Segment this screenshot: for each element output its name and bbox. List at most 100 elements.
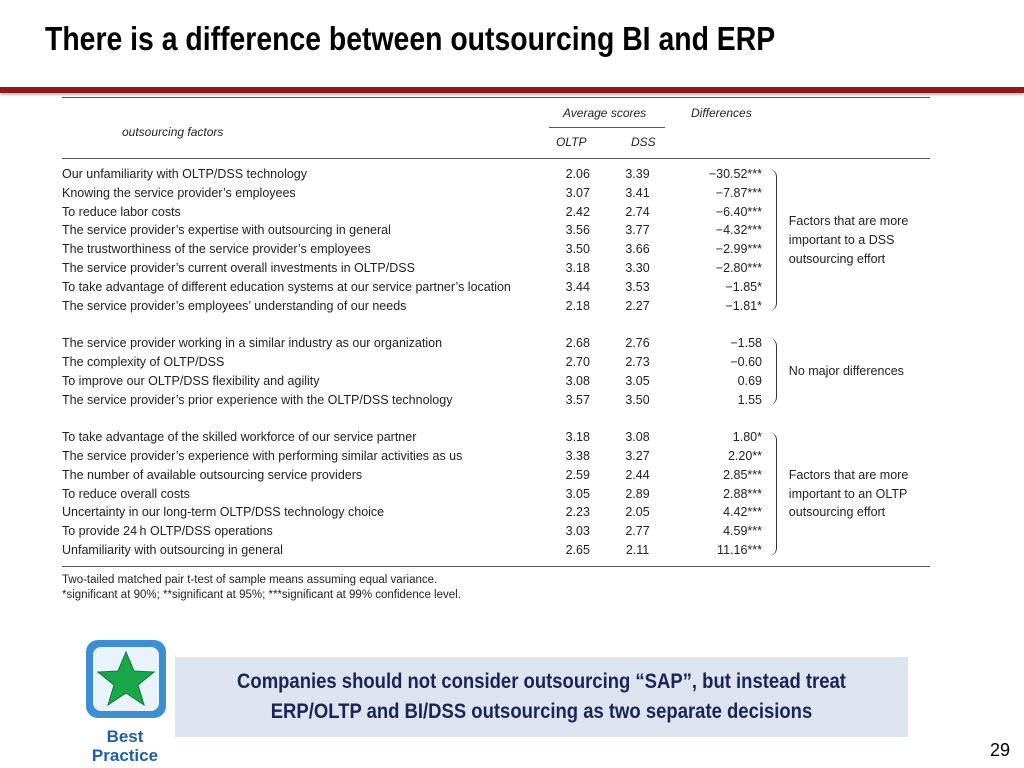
dss-cell: 2.74 [625, 204, 650, 219]
table-row: The service provider’s experience with p… [62, 447, 762, 466]
difference-cell: 1.80* [732, 430, 762, 445]
oltp-cell: 2.23 [565, 505, 590, 520]
oltp-cell: 3.18 [565, 260, 590, 275]
difference-cell: −2.80*** [715, 260, 762, 275]
callout-text: Companies should not consider outsourcin… [237, 670, 846, 723]
table-row: Unfamiliarity with outsourcing in genera… [62, 541, 762, 560]
note: *significant at 90%; **significant at 95… [62, 588, 461, 601]
factor-cell: The number of available outsourcing serv… [62, 467, 363, 482]
group-brace [768, 169, 777, 312]
factor-cell: Knowing the service provider’s employees [62, 185, 296, 200]
title-rule [0, 87, 1024, 93]
dss-cell: 3.27 [625, 448, 650, 463]
oltp-cell: 3.05 [565, 486, 590, 501]
note: Two-tailed matched pair t-test of sample… [62, 573, 438, 586]
oltp-cell: 3.44 [565, 279, 590, 294]
factor-cell: To reduce overall costs [62, 486, 190, 501]
factor-cell: The service provider’s expertise with ou… [62, 223, 391, 238]
dss-cell: 2.11 [625, 542, 650, 557]
group-label: No major differences [788, 364, 904, 379]
difference-cell: −1.81* [725, 298, 763, 313]
factor-cell: Our unfamiliarity with OLTP/DSS technolo… [62, 167, 308, 181]
difference-cell: −30.52*** [708, 167, 762, 181]
factor-cell: To reduce labor costs [62, 204, 181, 219]
difference-cell: 11.16*** [717, 542, 762, 557]
difference-cell: −6.40*** [715, 204, 762, 219]
oltp-cell: 3.38 [565, 448, 590, 463]
difference-cell: 4.42*** [723, 505, 762, 520]
oltp-cell: 3.07 [565, 185, 590, 200]
group-rows: The service provider working in a simila… [62, 334, 762, 409]
dss-cell: 3.08 [625, 430, 650, 445]
badge-line: Best [106, 727, 144, 746]
header-underline [549, 127, 665, 128]
table-row: Uncertainty in our long-term OLTP/DSS te… [62, 503, 762, 522]
factor-cell: The service provider working in a simila… [62, 336, 443, 351]
table-body: Our unfamiliarity with OLTP/DSS technolo… [62, 159, 930, 560]
difference-cell: −0.60 [730, 354, 762, 369]
difference-cell: −1.58 [730, 336, 762, 351]
header-differences: Differences [691, 106, 752, 120]
difference-cell: −7.87*** [715, 185, 762, 200]
oltp-cell: 2.70 [565, 354, 590, 369]
difference-cell: 2.85*** [723, 467, 762, 482]
oltp-cell: 3.08 [565, 373, 590, 388]
difference-cell: 1.55 [737, 392, 762, 407]
dss-cell: 2.73 [625, 354, 650, 369]
factor-cell: Uncertainty in our long-term OLTP/DSS te… [62, 505, 385, 520]
table-row: The trustworthiness of the service provi… [62, 240, 762, 259]
header-dss: DSS [631, 135, 656, 149]
dss-cell: 3.66 [625, 242, 650, 257]
oltp-cell: 3.57 [565, 392, 590, 407]
dss-cell: 2.05 [625, 505, 650, 520]
difference-cell: −1.85* [725, 279, 763, 294]
dss-cell: 3.05 [625, 373, 650, 388]
table-row: The service provider’s expertise with ou… [62, 221, 762, 240]
oltp-cell: 2.59 [565, 467, 590, 482]
difference-cell: 0.69 [737, 373, 762, 388]
group-brace [768, 432, 777, 556]
dss-cell: 2.44 [625, 467, 650, 482]
dss-cell: 3.53 [625, 279, 650, 294]
table-header: outsourcing factors Average scores OLTP … [62, 98, 930, 159]
factor-cell: The service provider’s current overall i… [62, 260, 415, 275]
dss-cell: 2.77 [625, 524, 650, 539]
table-row: The service provider’s current overall i… [62, 259, 762, 278]
table-row: To reduce overall costs 3.05 2.89 2.88*** [62, 485, 762, 504]
dss-cell: 3.77 [625, 223, 650, 238]
group-rows: Our unfamiliarity with OLTP/DSS technolo… [62, 165, 762, 315]
factor-cell: To take advantage of the skilled workfor… [62, 430, 417, 445]
difference-cell: −2.99*** [715, 242, 762, 257]
factor-cell: The service provider’s employees’ unders… [62, 298, 407, 313]
factor-cell: The service provider’s prior experience … [62, 392, 453, 407]
factor-cell: Unfamiliarity with outsourcing in genera… [62, 542, 283, 557]
dss-cell: 3.39 [625, 167, 650, 181]
table-row: The service provider’s prior experience … [62, 391, 762, 410]
table-row: The number of available outsourcing serv… [62, 466, 762, 485]
page-number: 29 [990, 740, 1011, 760]
dss-cell: 2.76 [625, 336, 650, 351]
oltp-cell: 2.18 [565, 298, 590, 313]
table-row: To improve our OLTP/DSS flexibility and … [62, 372, 762, 391]
badge-label: Best Practice [78, 727, 172, 765]
oltp-cell: 2.06 [565, 167, 590, 181]
oltp-cell: 2.42 [565, 204, 590, 219]
factor-cell: The complexity of OLTP/DSS [62, 354, 225, 369]
table-row: To reduce labor costs 2.42 2.74 −6.40*** [62, 203, 762, 222]
group-brace [768, 338, 777, 406]
row-group: The service provider working in a simila… [62, 334, 930, 409]
factor-cell: The trustworthiness of the service provi… [62, 242, 371, 257]
group-label: Factors that are more important to a DSS… [788, 213, 909, 266]
factor-cell: To provide 24 h OLTP/DSS operations [62, 524, 273, 539]
oltp-cell: 2.68 [565, 336, 590, 351]
callout-box: Companies should not consider outsourcin… [175, 657, 908, 737]
difference-cell: 2.88*** [723, 486, 762, 501]
dss-cell: 2.27 [625, 298, 650, 313]
table-row: Knowing the service provider’s employees… [62, 184, 762, 203]
table-notes: Two-tailed matched pair t-test of sample… [62, 565, 930, 603]
factor-cell: The service provider’s experience with p… [62, 448, 463, 463]
group-label: Factors that are more important to an OL… [788, 467, 909, 520]
difference-cell: 4.59*** [723, 524, 762, 539]
dss-cell: 2.89 [625, 486, 650, 501]
